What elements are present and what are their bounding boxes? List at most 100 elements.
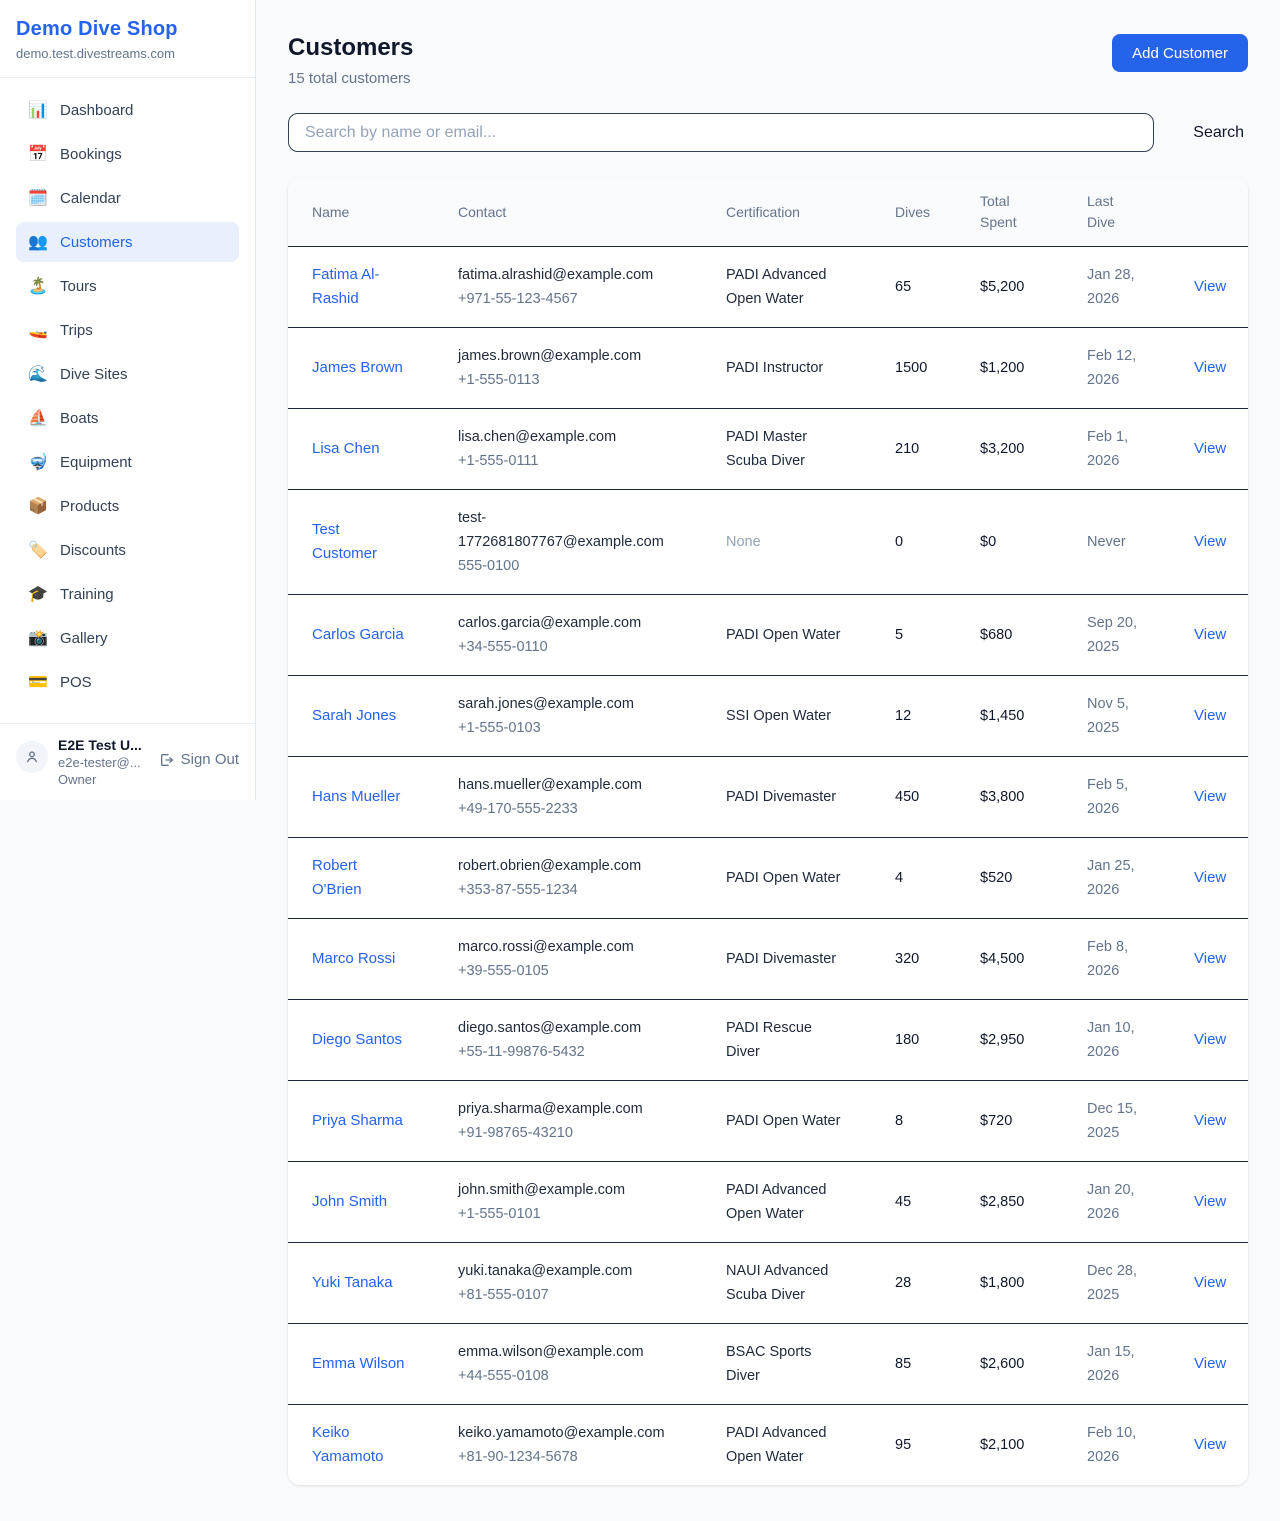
view-link[interactable]: View (1194, 440, 1227, 457)
customer-dives: 5 (895, 627, 904, 643)
customer-email: emma.wilson@example.com (458, 1344, 644, 1360)
logout-icon (158, 752, 174, 768)
customer-last-dive: Never (1087, 534, 1126, 550)
view-link[interactable]: View (1194, 1355, 1227, 1372)
table-row: Yuki Tanaka yuki.tanaka@example.com +81-… (288, 1243, 1248, 1324)
customer-email: fatima.alrashid@example.com (458, 267, 654, 283)
sidebar-item-gallery[interactable]: 📸 Gallery (16, 618, 239, 658)
customer-name-link[interactable]: Marco Rossi (312, 950, 396, 967)
customer-phone: +55-11-99876-5432 (458, 1044, 585, 1060)
sidebar-item-products[interactable]: 📦 Products (16, 486, 239, 526)
column-header-last-dive: Last Dive (1087, 193, 1116, 230)
customer-name-link[interactable]: Diego Santos (312, 1031, 403, 1048)
customer-name-link[interactable]: Keiko Yamamoto (312, 1424, 384, 1465)
customer-phone: 555-0100 (458, 558, 520, 574)
customer-name-link[interactable]: Priya Sharma (312, 1112, 403, 1129)
table-row: Lisa Chen lisa.chen@example.com +1-555-0… (288, 409, 1248, 490)
customer-dives: 0 (895, 534, 904, 550)
sign-out-label: Sign Out (180, 751, 239, 768)
sidebar-item-calendar[interactable]: 🗓️ Calendar (16, 178, 239, 218)
customer-last-dive: Jan 20, 2026 (1087, 1182, 1135, 1222)
view-link[interactable]: View (1194, 359, 1227, 376)
user-name: E2E Test U... (58, 737, 142, 753)
view-link[interactable]: View (1194, 1193, 1227, 1210)
package-icon: 📦 (28, 498, 48, 515)
customer-total-spent: $1,800 (980, 1275, 1025, 1291)
customer-email: yuki.tanaka@example.com (458, 1263, 633, 1279)
view-link[interactable]: View (1194, 1112, 1227, 1129)
customer-name-link[interactable]: Fatima Al-Rashid (312, 266, 380, 307)
customer-dives: 320 (895, 951, 920, 967)
search-button[interactable]: Search (1189, 116, 1248, 150)
customer-certification: PADI Advanced Open Water (726, 1182, 827, 1222)
customer-certification: PADI Master Scuba Diver (726, 429, 808, 469)
sidebar-item-tours[interactable]: 🏝️ Tours (16, 266, 239, 306)
customer-name-link[interactable]: John Smith (312, 1193, 388, 1210)
view-link[interactable]: View (1194, 707, 1227, 724)
view-link[interactable]: View (1194, 869, 1227, 886)
sidebar-item-discounts[interactable]: 🏷️ Discounts (16, 530, 239, 570)
view-link[interactable]: View (1194, 1031, 1227, 1048)
sidebar-item-dashboard[interactable]: 📊 Dashboard (16, 90, 239, 130)
sidebar-item-boats[interactable]: ⛵ Boats (16, 398, 239, 438)
customer-name-link[interactable]: James Brown (312, 359, 403, 376)
customer-dives: 210 (895, 441, 920, 457)
sign-out-button[interactable]: Sign Out (158, 751, 239, 768)
customer-total-spent: $720 (980, 1113, 1013, 1129)
customer-name-link[interactable]: Test Customer (312, 521, 378, 562)
calendar-date-icon: 📅 (28, 146, 48, 163)
sidebar-item-label: Training (60, 585, 114, 603)
view-link[interactable]: View (1194, 533, 1227, 550)
customer-dives: 45 (895, 1194, 912, 1210)
customer-name-link[interactable]: Carlos Garcia (312, 626, 404, 643)
diving-mask-icon: 🤿 (28, 454, 48, 471)
sidebar-item-trips[interactable]: 🚤 Trips (16, 310, 239, 350)
add-customer-button[interactable]: Add Customer (1112, 34, 1248, 72)
customer-name-link[interactable]: Hans Mueller (312, 788, 401, 805)
sidebar: Demo Dive Shop demo.test.divestreams.com… (0, 0, 256, 800)
customer-name-link[interactable]: Emma Wilson (312, 1355, 405, 1372)
customer-certification: PADI Advanced Open Water (726, 267, 827, 307)
sidebar-item-label: Calendar (60, 189, 121, 207)
view-link[interactable]: View (1194, 788, 1227, 805)
customer-last-dive: Jan 15, 2026 (1087, 1344, 1135, 1384)
customer-email: john.smith@example.com (458, 1182, 626, 1198)
customer-name-link[interactable]: Yuki Tanaka (312, 1274, 393, 1291)
sidebar-item-equipment[interactable]: 🤿 Equipment (16, 442, 239, 482)
view-link[interactable]: View (1194, 626, 1227, 643)
view-link[interactable]: View (1194, 278, 1227, 295)
customer-certification: SSI Open Water (726, 708, 832, 724)
customer-last-dive: Feb 10, 2026 (1087, 1425, 1137, 1465)
search-input[interactable] (288, 113, 1154, 152)
customer-total-spent: $2,950 (980, 1032, 1025, 1048)
view-link[interactable]: View (1194, 1274, 1227, 1291)
people-icon: 👥 (28, 234, 48, 251)
sidebar-item-dive-sites[interactable]: 🌊 Dive Sites (16, 354, 239, 394)
column-header-dives: Dives (895, 203, 931, 220)
customer-certification: NAUI Advanced Scuba Diver (726, 1263, 829, 1303)
view-link[interactable]: View (1194, 1436, 1227, 1453)
customer-last-dive: Feb 1, 2026 (1087, 429, 1129, 469)
sidebar-item-training[interactable]: 🎓 Training (16, 574, 239, 614)
customer-total-spent: $2,600 (980, 1356, 1025, 1372)
customer-total-spent: $1,450 (980, 708, 1025, 724)
customer-email: robert.obrien@example.com (458, 858, 642, 874)
customer-name-link[interactable]: Lisa Chen (312, 440, 380, 457)
sidebar-item-customers[interactable]: 👥 Customers (16, 222, 239, 262)
customer-certification: PADI Divemaster (726, 951, 837, 967)
column-header-contact: Contact (458, 203, 507, 220)
table-header-row: Name Contact Certification Dives Total S… (288, 178, 1248, 247)
customer-last-dive: Jan 28, 2026 (1087, 267, 1135, 307)
sidebar-item-bookings[interactable]: 📅 Bookings (16, 134, 239, 174)
label-tag-icon: 🏷️ (28, 542, 48, 559)
page-title: Customers (288, 34, 414, 61)
sidebar-item-pos[interactable]: 💳 POS (16, 662, 239, 702)
customer-name-link[interactable]: Sarah Jones (312, 707, 397, 724)
shop-name: Demo Dive Shop (16, 18, 178, 40)
customer-name-link[interactable]: Robert O'Brien (312, 857, 362, 898)
sidebar-item-label: Tours (60, 277, 97, 295)
sailboat-icon: ⛵ (28, 410, 48, 427)
customer-phone: +1-555-0103 (458, 720, 541, 736)
sidebar-item-label: Dashboard (60, 101, 134, 119)
view-link[interactable]: View (1194, 950, 1227, 967)
